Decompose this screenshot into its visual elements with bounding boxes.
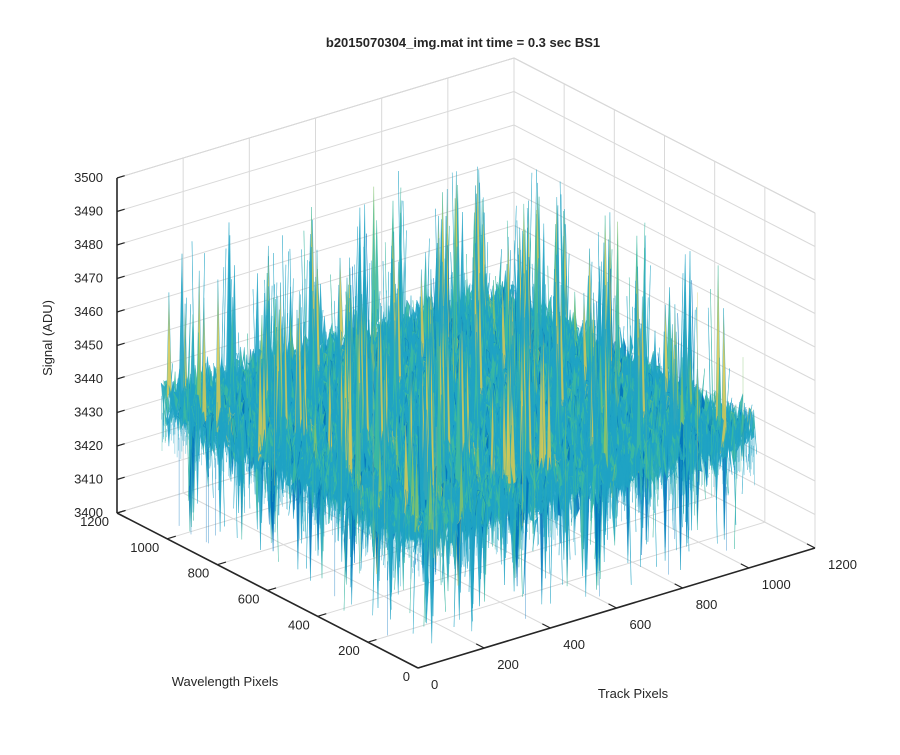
surface-plot: 0200400600800100012000200400600800100012… bbox=[0, 0, 900, 750]
